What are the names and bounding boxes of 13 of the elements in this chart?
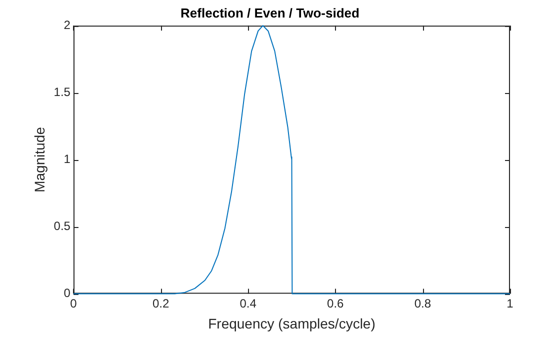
y-tick-label: 1.5 (54, 84, 71, 99)
x-tick-label: 0.6 (327, 296, 344, 310)
x-tick-label: 0.4 (240, 296, 257, 310)
y-axis-title: Magnitude (31, 126, 48, 192)
x-tick-label: 0.2 (152, 296, 170, 310)
x-tick-label: 0.8 (414, 296, 432, 310)
y-tick-label: 0 (64, 286, 71, 300)
x-axis-title: Frequency (samples/cycle) (208, 315, 376, 332)
y-tick-label: 2 (64, 18, 71, 32)
y-tick-label: 0.5 (54, 219, 71, 234)
y-tick-label: 1 (64, 152, 71, 166)
chart-title: Reflection / Even / Two-sided (180, 5, 360, 20)
x-tick-label: 1 (506, 296, 514, 310)
